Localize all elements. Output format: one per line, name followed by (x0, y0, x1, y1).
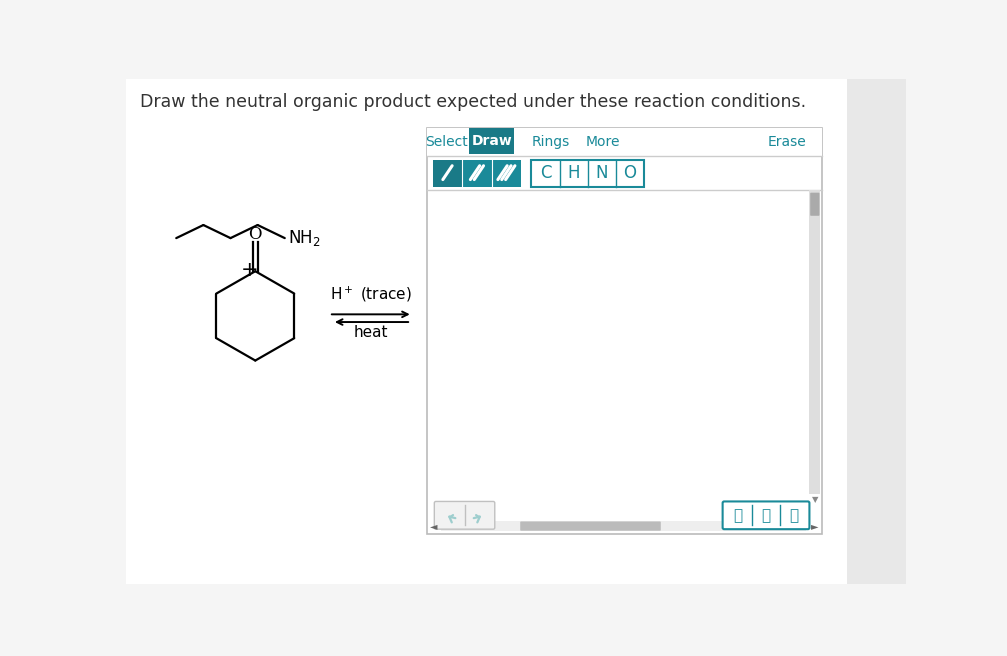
Text: H$^+$ (trace): H$^+$ (trace) (330, 284, 412, 304)
Text: Draw: Draw (471, 134, 512, 148)
Text: Rings: Rings (532, 135, 570, 149)
Bar (427, 128, 822, 534)
Text: +: + (241, 260, 259, 279)
FancyBboxPatch shape (521, 522, 661, 531)
Text: 🔍: 🔍 (733, 508, 743, 523)
Bar (469, 128, 515, 154)
Text: N: N (595, 163, 608, 182)
Text: Erase: Erase (767, 135, 807, 149)
FancyBboxPatch shape (811, 193, 820, 216)
Text: ▼: ▼ (812, 495, 818, 504)
Bar (433, 159, 462, 188)
FancyBboxPatch shape (434, 501, 494, 529)
Text: heat: heat (353, 325, 388, 340)
Text: Draw the neutral organic product expected under these reaction conditions.: Draw the neutral organic product expecte… (140, 93, 806, 112)
Text: C: C (540, 163, 552, 182)
Bar (440, 522, 807, 531)
Bar (491, 159, 522, 188)
Bar (462, 159, 491, 188)
Bar (427, 128, 822, 155)
Text: ◄: ◄ (430, 521, 437, 531)
Bar (532, 159, 644, 188)
Text: 🔍: 🔍 (789, 508, 799, 523)
Text: O: O (249, 226, 262, 243)
Bar (433, 159, 522, 188)
Text: 🔎: 🔎 (761, 508, 770, 523)
Text: O: O (623, 163, 636, 182)
Bar (847, 79, 906, 584)
Text: NH$_2$: NH$_2$ (288, 228, 320, 248)
FancyBboxPatch shape (723, 501, 810, 529)
Text: H: H (568, 163, 580, 182)
Text: ►: ► (811, 521, 819, 531)
Text: Select: Select (425, 135, 468, 149)
Text: More: More (586, 135, 620, 149)
Bar (810, 190, 821, 494)
